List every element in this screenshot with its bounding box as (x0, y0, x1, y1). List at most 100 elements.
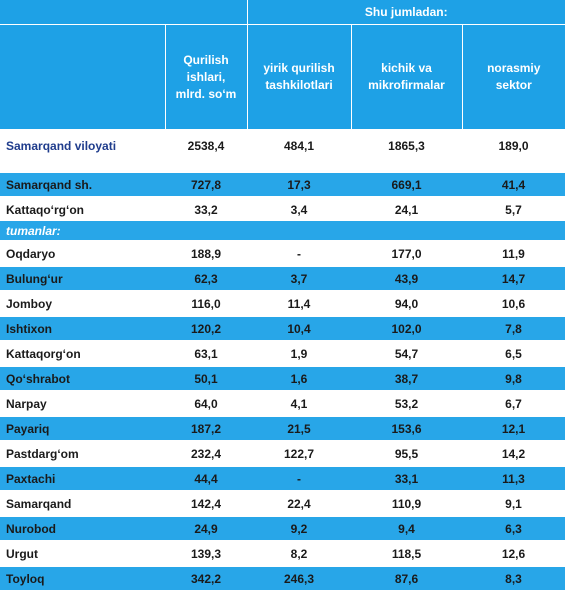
row-value: 50,1 (165, 365, 247, 391)
spacer-row (0, 163, 565, 172)
row-value: 33,1 (351, 465, 462, 491)
header-blank-cell (0, 0, 247, 25)
table-row: Pastdarg‘om 232,4 122,7 95,5 14,2 (0, 440, 565, 466)
row-name: Paxtachi (0, 465, 165, 491)
row-name: Kattaqorg‘on (0, 340, 165, 366)
row-value: 246,3 (247, 565, 351, 590)
row-value: 120,2 (165, 315, 247, 341)
table-row: Jomboy 116,0 11,4 94,0 10,6 (0, 290, 565, 316)
row-value: 94,0 (351, 290, 462, 316)
table-row: Nurobod 24,9 9,2 9,4 6,3 (0, 515, 565, 541)
row-value: 142,4 (165, 490, 247, 516)
row-value: 5,7 (462, 196, 565, 221)
row-value: 153,6 (351, 415, 462, 441)
header-group-row: Shu jumladan: (0, 0, 565, 25)
table-row: Oqdaryo 188,9-177,0 11,9 (0, 240, 565, 266)
row-value: 4,1 (247, 390, 351, 416)
row-value: 64,0 (165, 390, 247, 416)
row-value: 6,3 (462, 515, 565, 541)
row-value: 188,9 (165, 240, 247, 266)
table-row: Toyloq 342,2 246,3 87,6 8,3 (0, 565, 565, 590)
row-name: Toyloq (0, 565, 165, 590)
total-row-value: 2538,4 (165, 129, 247, 163)
row-name: Qo‘shrabot (0, 365, 165, 391)
row-name: Samarqand sh. (0, 171, 165, 197)
row-value: 41,4 (462, 171, 565, 197)
row-name: Narpay (0, 390, 165, 416)
row-name: Jomboy (0, 290, 165, 316)
row-value: 9,2 (247, 515, 351, 541)
row-name: Pastdarg‘om (0, 440, 165, 466)
row-value: 22,4 (247, 490, 351, 516)
row-value: 95,5 (351, 440, 462, 466)
row-value: 342,2 (165, 565, 247, 590)
row-value: 6,5 (462, 340, 565, 366)
row-value: 24,9 (165, 515, 247, 541)
row-value: 3,7 (247, 265, 351, 291)
row-value: 110,9 (351, 490, 462, 516)
row-value: 11,9 (462, 240, 565, 266)
total-row-value: 1865,3 (351, 129, 462, 163)
row-name: Nurobod (0, 515, 165, 541)
row-value: 38,7 (351, 365, 462, 391)
table-row: Bulung‘ur 62,3 3,7 43,9 14,7 (0, 265, 565, 291)
row-value: 12,6 (462, 540, 565, 566)
row-value: 6,7 (462, 390, 565, 416)
row-value: 9,1 (462, 490, 565, 516)
section-label: tumanlar: (0, 221, 565, 241)
header-col-total: Qurilish ishlari, mlrd. so‘m (164, 24, 247, 129)
total-row: Samarqand viloyati 2538,4 484,1 1865,3 1… (0, 129, 565, 163)
row-value: 1,9 (247, 340, 351, 366)
header-col-informal: norasmiy sektor (461, 24, 565, 129)
table-row: Kattaqorg‘on 63,1 1,9 54,7 6,5 (0, 340, 565, 366)
row-value: 17,3 (247, 171, 351, 197)
row-value: 669,1 (351, 171, 462, 197)
row-name: Kattaqo‘rg‘on (0, 196, 165, 221)
header-columns-row: Qurilish ishlari, mlrd. so‘m yirik quril… (0, 24, 565, 129)
table-row: Kattaqo‘rg‘on 33,2 3,4 24,1 5,7 (0, 196, 565, 221)
table-row: Samarqand 142,4 22,4 110,9 9,1 (0, 490, 565, 516)
row-value: 116,0 (165, 290, 247, 316)
row-value: 8,2 (247, 540, 351, 566)
section-row: tumanlar: (0, 221, 565, 241)
row-value: - (247, 465, 351, 491)
total-row-value: 189,0 (462, 129, 565, 163)
spacer-cell (0, 163, 565, 172)
row-value: 24,1 (351, 196, 462, 221)
table-row: Narpay 64,0 4,1 53,2 6,7 (0, 390, 565, 416)
row-value: 43,9 (351, 265, 462, 291)
table-row: Samarqand sh. 727,8 17,3 669,1 41,4 (0, 171, 565, 197)
row-value: 11,3 (462, 465, 565, 491)
table-row: Ishtixon 120,2 10,4 102,0 7,8 (0, 315, 565, 341)
row-name: Ishtixon (0, 315, 165, 341)
row-name: Samarqand (0, 490, 165, 516)
row-value: 14,2 (462, 440, 565, 466)
row-value: 8,3 (462, 565, 565, 590)
row-value: 33,2 (165, 196, 247, 221)
row-value: 62,3 (165, 265, 247, 291)
row-value: 9,8 (462, 365, 565, 391)
row-value: 102,0 (351, 315, 462, 341)
row-value: 53,2 (351, 390, 462, 416)
row-value: 139,3 (165, 540, 247, 566)
row-value: 63,1 (165, 340, 247, 366)
table-row: Qo‘shrabot 50,1 1,6 38,7 9,8 (0, 365, 565, 391)
table-row: Urgut 139,3 8,2 118,5 12,6 (0, 540, 565, 566)
row-value: 87,6 (351, 565, 462, 590)
header-col-small-firms: kichik va mikrofirmalar (350, 24, 462, 129)
row-name: Oqdaryo (0, 240, 165, 266)
row-value: 10,6 (462, 290, 565, 316)
row-name: Payariq (0, 415, 165, 441)
row-value: - (247, 240, 351, 266)
total-row-name: Samarqand viloyati (0, 129, 165, 163)
row-value: 21,5 (247, 415, 351, 441)
row-name: Urgut (0, 540, 165, 566)
row-value: 177,0 (351, 240, 462, 266)
row-name: Bulung‘ur (0, 265, 165, 291)
row-value: 11,4 (247, 290, 351, 316)
header-col-large-firms: yirik qurilish tashkilotlari (246, 24, 351, 129)
table-row: Payariq 187,2 21,5 153,6 12,1 (0, 415, 565, 441)
row-value: 44,4 (165, 465, 247, 491)
